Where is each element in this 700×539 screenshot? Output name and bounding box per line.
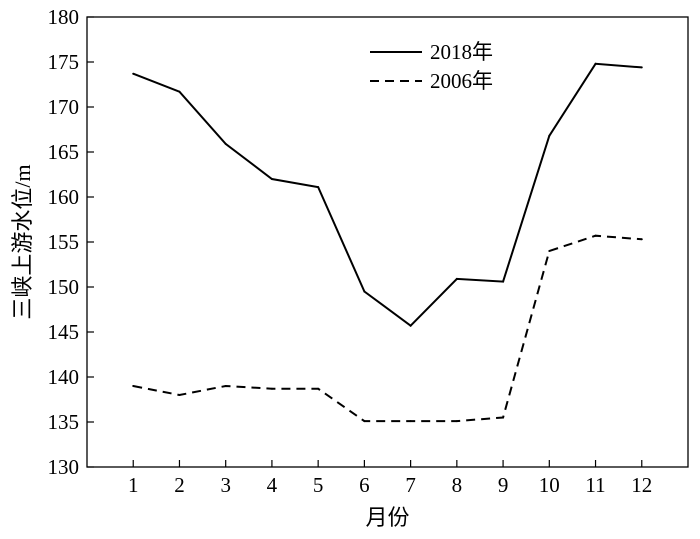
data-point-series-2 (178, 394, 181, 396)
plot-frame (86, 16, 689, 468)
data-point-series-2 (502, 416, 505, 419)
y-axis-title: 三峡上游水位/m (10, 164, 35, 319)
y-tick-label: 130 (48, 455, 80, 479)
data-point-series-1 (178, 90, 181, 93)
y-tick-label: 175 (48, 50, 80, 74)
data-point-series-2 (455, 420, 458, 423)
legend-label-2: 2006年 (430, 69, 493, 93)
data-point-series-1 (409, 324, 412, 327)
x-tick-label: 5 (313, 473, 324, 497)
x-tick-label: 7 (405, 473, 416, 497)
x-tick-label: 8 (452, 473, 463, 497)
y-tick-label: 145 (48, 320, 80, 344)
x-tick-label: 2 (174, 473, 185, 497)
data-point-series-1 (640, 66, 643, 69)
y-tick-label: 140 (48, 365, 80, 389)
y-tick-label: 170 (48, 95, 80, 119)
data-point-series-1 (270, 178, 273, 180)
data-point-series-2 (363, 420, 366, 423)
series-lines (132, 62, 643, 423)
y-tick-label: 155 (48, 230, 80, 254)
data-point-series-1 (594, 62, 597, 65)
x-tick-label: 1 (128, 473, 139, 497)
data-point-series-1 (317, 186, 320, 189)
y-tick-label: 150 (48, 275, 80, 299)
x-tick-label: 12 (631, 473, 652, 497)
data-point-series-2 (548, 250, 551, 252)
series-line-1 (132, 62, 642, 328)
data-point-series-1 (548, 134, 551, 137)
axes (86, 16, 689, 468)
y-tick-label: 165 (48, 140, 80, 164)
x-tick-label: 4 (267, 473, 278, 497)
data-point-series-2 (640, 238, 643, 241)
data-point-series-1 (224, 142, 227, 145)
y-tick-label: 160 (48, 185, 80, 209)
x-tick-label: 10 (539, 473, 560, 497)
data-point-series-2 (224, 385, 227, 387)
data-point-series-1 (455, 277, 458, 280)
x-axis-title: 月份 (365, 505, 409, 530)
x-tick-label: 11 (585, 473, 605, 497)
series-line-2 (133, 234, 642, 423)
y-tick-label: 135 (48, 410, 80, 434)
x-tick-label: 3 (220, 473, 231, 497)
data-point-series-2 (270, 387, 273, 390)
y-tick-label: 180 (48, 5, 80, 29)
x-tick-label: 9 (498, 473, 509, 497)
x-tick-label: 6 (359, 473, 370, 497)
data-point-series-1 (363, 290, 366, 293)
data-point-series-1 (132, 72, 135, 75)
data-point-series-1 (502, 280, 505, 283)
legend: 2018年 2006年 (370, 40, 493, 93)
data-point-series-2 (409, 420, 412, 423)
data-point-series-2 (132, 385, 135, 387)
legend-label-1: 2018年 (430, 40, 493, 64)
data-point-series-2 (594, 234, 597, 237)
data-point-series-2 (317, 387, 320, 390)
